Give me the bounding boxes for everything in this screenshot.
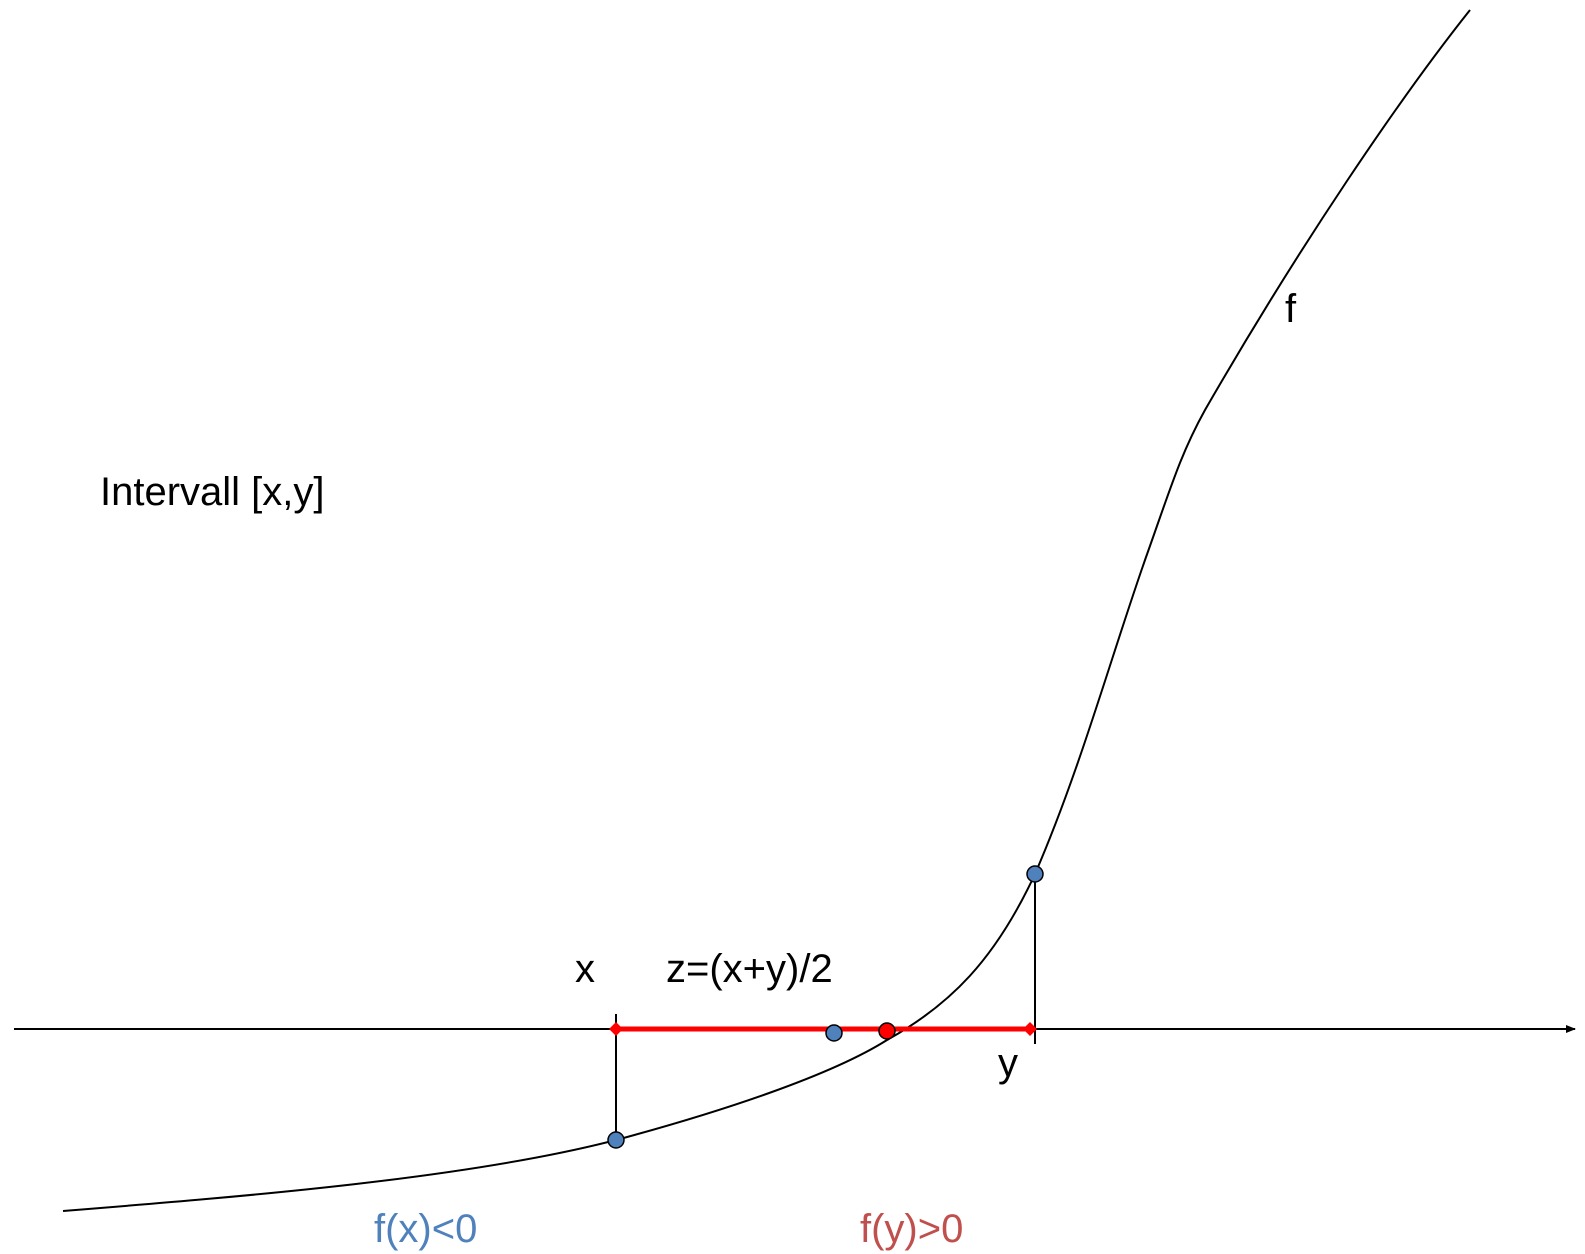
midpoint-label: z=(x+y)/2 (666, 947, 833, 991)
root-point (878, 1022, 896, 1040)
point-f-of-y (1026, 865, 1044, 883)
x-label: x (575, 947, 595, 991)
y-label: y (998, 1041, 1018, 1085)
interval-left-diamond (609, 1022, 623, 1036)
interval-right-diamond (1023, 1022, 1037, 1036)
fy-label: f(y)>0 (860, 1207, 963, 1251)
curve-label: f (1285, 287, 1297, 331)
interval-label: Intervall [x,y] (100, 470, 325, 514)
point-f-of-x (607, 1131, 625, 1149)
fx-label: f(x)<0 (374, 1207, 477, 1251)
function-curve (62, 9, 1471, 1212)
midpoint-z (825, 1024, 843, 1042)
